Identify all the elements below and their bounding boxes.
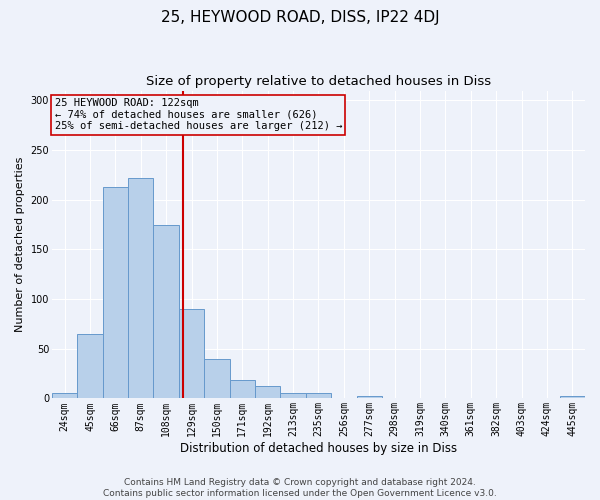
Bar — [77, 334, 103, 398]
Text: 25, HEYWOOD ROAD, DISS, IP22 4DJ: 25, HEYWOOD ROAD, DISS, IP22 4DJ — [161, 10, 439, 25]
Y-axis label: Number of detached properties: Number of detached properties — [15, 157, 25, 332]
Bar — [103, 187, 128, 398]
Bar — [52, 394, 77, 398]
X-axis label: Distribution of detached houses by size in Diss: Distribution of detached houses by size … — [180, 442, 457, 455]
Text: 25 HEYWOOD ROAD: 122sqm
← 74% of detached houses are smaller (626)
25% of semi-d: 25 HEYWOOD ROAD: 122sqm ← 74% of detache… — [55, 98, 342, 132]
Bar — [128, 178, 154, 398]
Bar — [204, 358, 230, 399]
Bar — [154, 224, 179, 398]
Bar — [356, 396, 382, 398]
Bar — [306, 394, 331, 398]
Bar — [280, 394, 306, 398]
Bar — [255, 386, 280, 398]
Text: Contains HM Land Registry data © Crown copyright and database right 2024.
Contai: Contains HM Land Registry data © Crown c… — [103, 478, 497, 498]
Bar — [230, 380, 255, 398]
Bar — [560, 396, 585, 398]
Bar — [179, 309, 204, 398]
Title: Size of property relative to detached houses in Diss: Size of property relative to detached ho… — [146, 75, 491, 88]
